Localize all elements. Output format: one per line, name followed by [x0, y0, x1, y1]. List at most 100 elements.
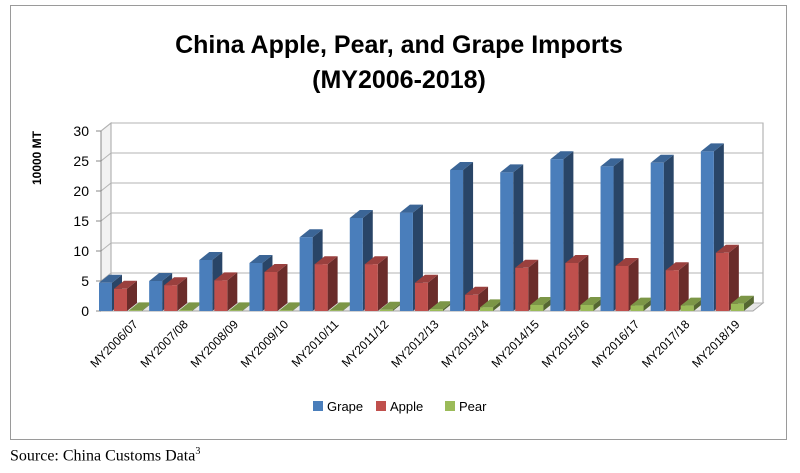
legend-label-pear: Pear: [459, 399, 487, 414]
bar-top-face: [264, 264, 288, 272]
bar-front-face: [530, 305, 544, 311]
bar-front-face: [364, 264, 378, 311]
bar-top-face: [565, 255, 589, 263]
bar-side-face: [678, 262, 689, 311]
x-tick-label: MY2014/15: [489, 317, 543, 371]
plot-area: 302520151050MY2006/07MY2007/08MY2008/09M…: [73, 121, 765, 371]
bar-front-face: [600, 166, 614, 311]
bar-front-face: [349, 218, 363, 311]
x-tick-label: MY2016/17: [589, 317, 643, 371]
bar-side-face: [327, 256, 338, 311]
x-tick-label: MY2006/07: [87, 317, 141, 371]
bar-front-face: [550, 159, 564, 311]
bar-front-face: [500, 172, 514, 311]
bar-top-face: [700, 143, 724, 152]
bar-apple: [414, 274, 438, 311]
bar-side-face: [377, 256, 388, 311]
legend-swatch-apple: [376, 401, 386, 411]
x-tick-label: MY2018/19: [689, 317, 743, 371]
source-note: Source: China Customs Data3: [10, 446, 200, 465]
bar-top-face: [630, 297, 654, 306]
bar-top-face: [229, 302, 253, 311]
bar-apple: [665, 262, 689, 311]
x-tick-label: MY2017/18: [639, 317, 693, 371]
bar-front-face: [164, 285, 178, 311]
gridline-side: [100, 152, 112, 162]
bar-front-face: [650, 162, 664, 311]
bar-top-face: [465, 286, 489, 295]
bar-top-face: [249, 255, 273, 263]
bar-front-face: [399, 212, 413, 311]
bar-top-face: [680, 297, 704, 306]
bar-top-face: [580, 297, 604, 305]
bar-front-face: [414, 282, 428, 311]
bar-front-face: [730, 303, 744, 311]
bar-side-face: [227, 272, 238, 311]
bar-front-face: [480, 307, 494, 311]
bar-apple: [715, 244, 739, 311]
bar-front-face: [515, 267, 529, 311]
bar-top-face: [129, 302, 152, 311]
gridline-side: [100, 122, 112, 132]
x-tick-label: MY2015/16: [539, 317, 593, 371]
bar-front-face: [580, 305, 594, 311]
bar-side-face: [463, 162, 474, 311]
bar-top-face: [500, 164, 524, 173]
bar-top-face: [214, 272, 238, 281]
x-tick-label: MY2007/08: [138, 317, 192, 371]
bar-apple: [515, 259, 539, 311]
bar-front-face: [715, 252, 729, 311]
gridline-side: [100, 212, 112, 222]
bar-grape: [450, 162, 474, 311]
chart-title-line-1: China Apple, Pear, and Grape Imports: [175, 31, 623, 59]
bar-front-face: [429, 309, 443, 311]
bar-front-face: [249, 263, 263, 311]
bar-top-face: [364, 256, 388, 265]
bar-front-face: [179, 310, 193, 311]
bar-top-face: [314, 256, 338, 265]
bar-top-face: [715, 244, 739, 253]
bar-front-face: [665, 270, 679, 311]
bar-chart: China Apple, Pear, and Grape Imports (MY…: [30, 31, 765, 414]
bar-apple: [615, 258, 639, 311]
bar-side-face: [528, 259, 539, 311]
y-tick-label: 10: [73, 243, 89, 259]
bar-front-face: [229, 310, 243, 311]
bar-pear: [730, 295, 754, 311]
x-tick-label: MY2009/10: [238, 317, 292, 371]
bar-top-face: [179, 302, 203, 311]
bar-top-face: [114, 280, 137, 289]
bar-front-face: [99, 282, 112, 311]
bar-top-face: [730, 295, 754, 304]
bar-side-face: [427, 274, 438, 311]
bar-front-face: [299, 237, 313, 311]
bar-top-face: [299, 229, 323, 238]
bar-top-face: [279, 302, 303, 311]
bar-side-face: [728, 244, 739, 311]
y-tick-label: 5: [81, 273, 89, 289]
bar-top-face: [480, 299, 504, 308]
x-tick-label: MY2012/13: [388, 317, 442, 371]
bar-front-face: [199, 260, 213, 311]
y-tick-label: 0: [81, 303, 89, 319]
bar-apple: [114, 280, 137, 311]
bar-front-face: [114, 288, 127, 311]
x-tick-label: MY2008/09: [188, 317, 242, 371]
bar-top-face: [164, 277, 188, 286]
chart-title-line-2: (MY2006-2018): [312, 66, 486, 94]
bar-top-face: [665, 262, 689, 271]
bar-apple: [565, 255, 589, 311]
bar-front-face: [565, 263, 579, 311]
bar-side-face: [743, 295, 754, 311]
bar-front-face: [465, 294, 479, 311]
bar-front-face: [379, 309, 393, 311]
bar-top-face: [399, 204, 423, 213]
bar-top-face: [414, 274, 438, 283]
bar-front-face: [214, 280, 228, 311]
bar-front-face: [329, 310, 343, 311]
bar-apple: [314, 256, 338, 311]
legend-label-apple: Apple: [390, 399, 423, 414]
bar-top-face: [515, 259, 539, 268]
bar-apple: [364, 256, 388, 311]
chart-frame: China Apple, Pear, and Grape Imports (MY…: [10, 5, 787, 440]
